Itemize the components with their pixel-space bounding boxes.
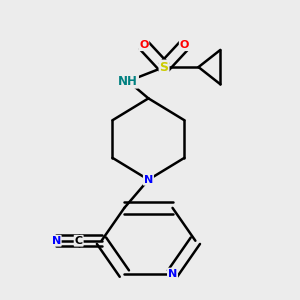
Text: N: N	[168, 268, 177, 279]
Text: O: O	[139, 40, 148, 50]
Text: NH: NH	[118, 75, 138, 88]
Text: S: S	[160, 61, 169, 74]
Text: C: C	[75, 236, 83, 246]
Text: O: O	[180, 40, 189, 50]
Text: N: N	[52, 236, 61, 246]
Text: N: N	[144, 175, 153, 185]
